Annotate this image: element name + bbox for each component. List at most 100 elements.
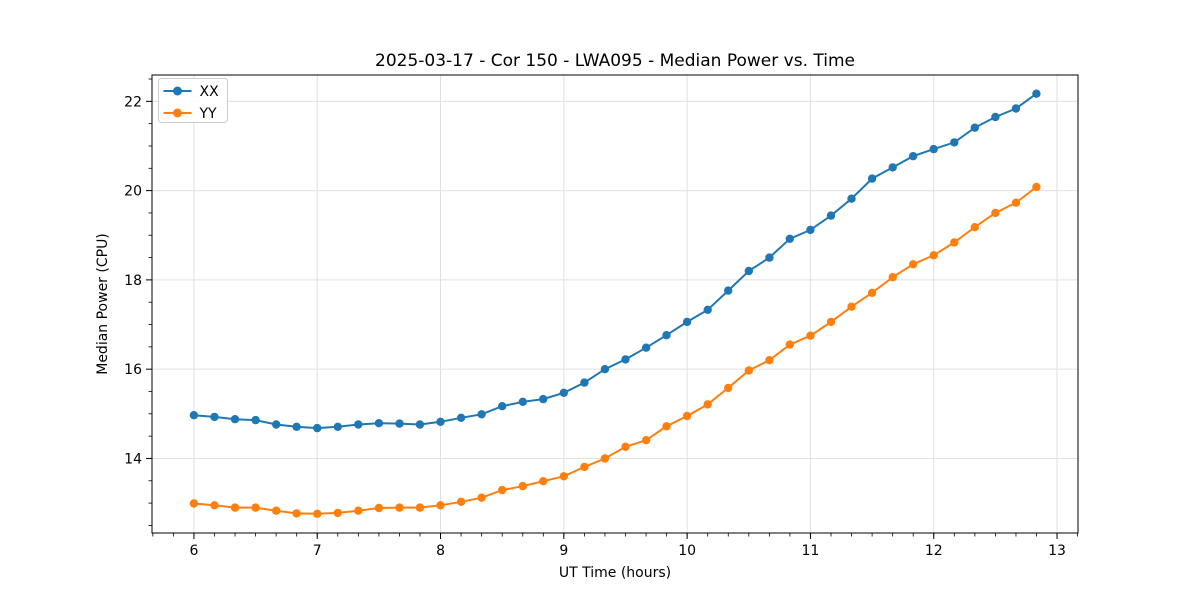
data-point [724,383,733,393]
data-point [436,501,445,510]
y-tick-label: 16 [124,362,142,378]
data-point [970,123,979,132]
data-point [703,400,712,409]
data-point [415,420,425,429]
data-point [908,260,918,269]
data-point [826,211,836,220]
data-point [826,317,836,327]
data-point [313,509,322,518]
data-point [272,420,281,429]
data-point [559,388,568,397]
data-point [765,356,774,365]
series-line-XX [193,92,1037,430]
data-point [498,402,507,411]
data-point [374,503,384,513]
x-tick-label: 6 [189,543,198,559]
data-point [333,422,342,431]
data-point [847,194,856,203]
data-point [456,497,466,506]
data-point [1032,182,1041,192]
x-axis-label: UT Time (hours) [559,565,671,581]
data-point [867,174,877,183]
legend-marker [173,108,182,118]
data-point [991,208,1000,218]
x-tick-label: 12 [925,543,943,559]
data-point [682,411,692,421]
data-point [539,477,548,486]
y-tick-label: 22 [124,94,142,110]
data-point [806,225,815,235]
data-point [991,112,1000,122]
data-point [621,442,630,451]
data-point [888,273,897,282]
grid-layer [152,75,1078,533]
data-point [908,152,918,161]
data-point [251,415,260,425]
x-tick-label: 8 [436,543,445,559]
data-point [703,305,712,314]
tick-layer: 6 7 8 9 10 11 12 13 14 16 18 20 22 [124,78,1079,559]
series-layer [189,89,1041,518]
data-point [600,365,610,374]
data-point [867,288,877,297]
data-point [210,412,219,422]
data-point [1011,104,1021,113]
data-point [806,331,815,340]
data-point [395,419,404,428]
series-line-YY [193,186,1038,515]
data-point [641,436,651,445]
y-tick-label: 20 [124,184,142,200]
data-point [189,411,199,420]
data-point [230,415,240,424]
data-point [272,506,281,515]
data-point [251,503,260,512]
y-tick-label: 14 [124,451,142,467]
data-point [559,472,568,481]
data-point [415,503,425,512]
x-tick-label: 13 [1048,543,1066,559]
data-point [477,493,486,502]
legend-label: XX [200,84,220,100]
data-point [1032,89,1041,98]
data-point [600,454,610,463]
data-point [662,331,671,340]
data-point [374,419,384,428]
series-YY [189,182,1041,518]
data-point [929,251,938,260]
data-point [929,144,938,154]
data-point [477,410,486,419]
legend-label: YY [199,106,218,122]
data-point [539,394,548,404]
data-point [724,286,733,295]
x-tick-label: 9 [559,543,568,559]
data-point [292,509,301,518]
data-point [313,423,322,433]
data-point [888,163,897,172]
data-point [1011,198,1021,207]
legend-entry: YY [163,106,218,122]
data-point [662,422,671,431]
data-point [230,503,240,512]
data-point [395,503,404,512]
data-point [950,138,959,147]
chart-title: 2025-03-17 - Cor 150 - LWA095 - Median P… [375,51,855,71]
data-point [333,508,342,518]
data-point [744,366,753,375]
data-point [785,340,794,349]
data-point [970,223,979,232]
data-point [354,420,363,429]
x-tick-label: 11 [802,543,820,559]
data-point [498,485,507,495]
y-tick-label: 18 [124,273,142,289]
data-point [744,266,753,276]
data-point [189,499,199,508]
data-point [641,343,651,352]
data-point [292,422,301,431]
data-point [518,397,527,406]
x-tick-label: 10 [678,543,696,559]
data-point [354,506,363,515]
data-point [456,413,466,422]
data-point [950,238,959,247]
